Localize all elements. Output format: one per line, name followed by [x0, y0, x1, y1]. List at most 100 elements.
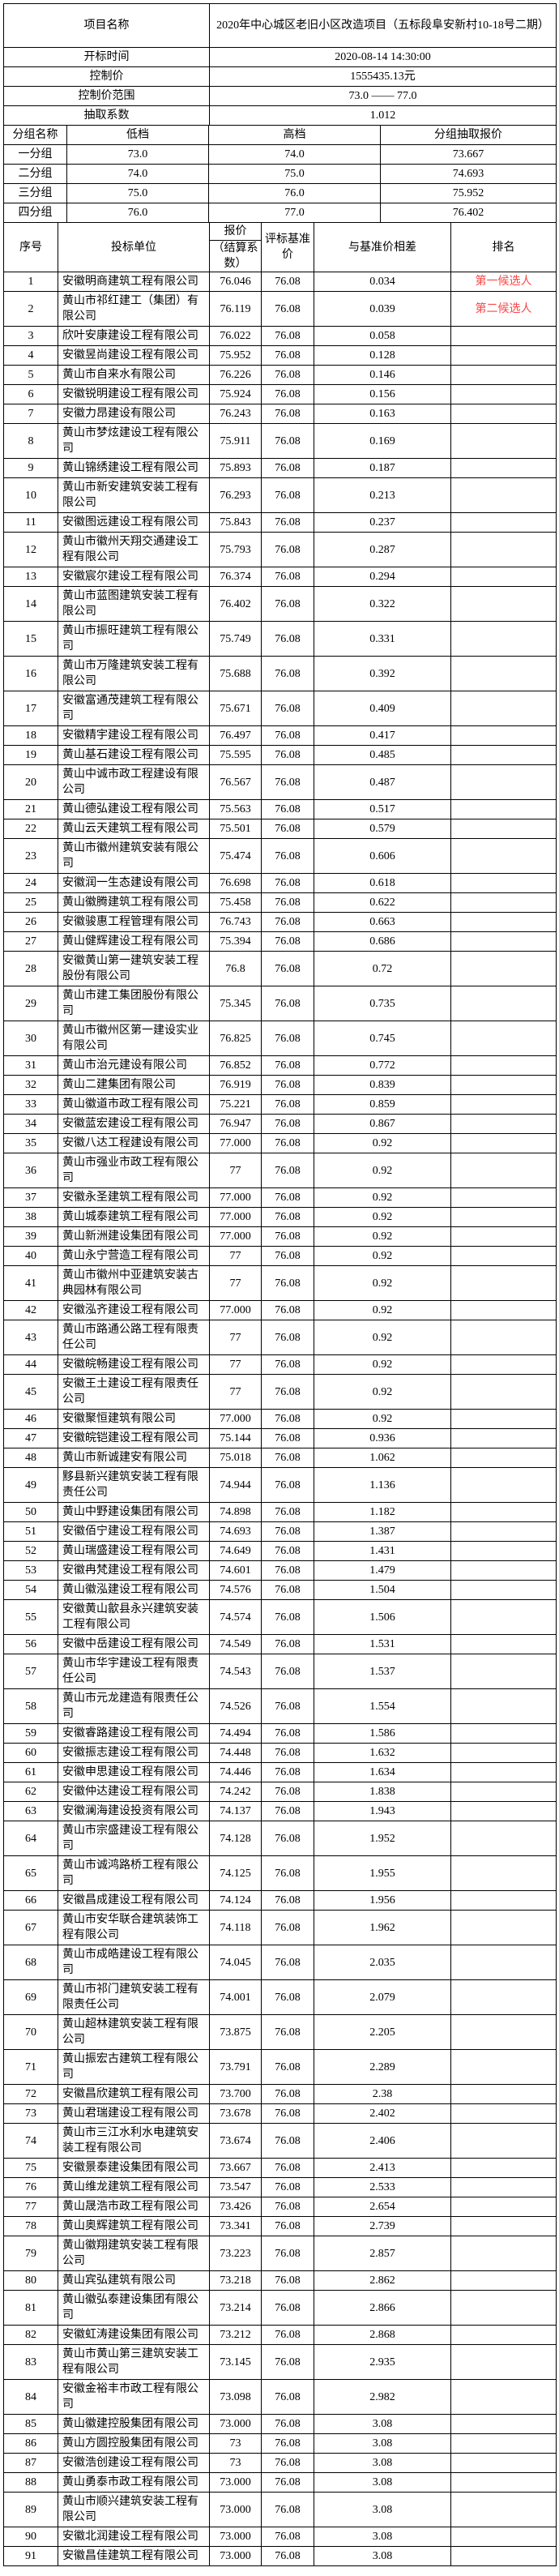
bidder-diff: 2.289 [314, 2049, 451, 2085]
bidder-row: 60 安徽振志建设工程有限公司 74.448 76.08 1.632 [3, 1743, 557, 1763]
bidder-rank [450, 2325, 557, 2345]
bidder-benchmark: 76.08 [261, 873, 314, 893]
bidder-bid: 75.018 [209, 1448, 262, 1468]
bidder-seq: 81 [3, 2290, 58, 2326]
bidder-seq: 65 [3, 1855, 58, 1891]
bidder-rank [450, 764, 557, 800]
bidder-row: 74 黄山市三江水利水电建筑安装工程有限公司 73.674 76.08 2.40… [3, 2123, 557, 2159]
bidder-rank [450, 2177, 557, 2197]
bidder-rank [450, 931, 557, 952]
bidder-seq: 59 [3, 1723, 58, 1744]
bidder-seq: 69 [3, 1979, 58, 2015]
bidder-company: 安徽锐明建设工程有限公司 [58, 384, 210, 404]
bidder-diff: 0.169 [314, 423, 451, 459]
bidder-row: 53 安徽冉梵建设工程有限公司 74.601 76.08 1.479 [3, 1560, 557, 1581]
bidder-row: 19 黄山基石建设工程有限公司 75.595 76.08 0.485 [3, 745, 557, 765]
bidder-bid: 73.218 [209, 2270, 262, 2291]
bidder-row: 83 黄山市黄山第三建筑安装工程有限公司 73.145 76.08 2.935 [3, 2344, 557, 2380]
bidder-diff: 0.294 [314, 567, 451, 587]
bidder-diff: 1.962 [314, 1910, 451, 1945]
bidder-row: 20 黄山中诚市政工程建设有限公司 76.567 76.08 0.487 [3, 764, 557, 800]
bidder-rank [450, 1448, 557, 1468]
bidder-benchmark: 76.08 [261, 2216, 314, 2236]
bidder-company: 安徽北润建设工程有限公司 [58, 2527, 210, 2547]
bidder-company: 安徽明商建筑工程有限公司 [58, 272, 210, 292]
bidder-row: 57 黄山市华宇建设工程有限责任公司 74.543 76.08 1.537 [3, 1654, 557, 1689]
group-row: 三分组 75.0 76.0 75.952 [3, 183, 557, 203]
bidder-diff: 1.955 [314, 1855, 451, 1891]
group-name: 三分组 [3, 183, 67, 203]
bidder-bid: 73.000 [209, 2472, 262, 2493]
header-benchmark: 评标基准价 [261, 222, 314, 272]
bidder-row: 56 安徽中岳建设工程有限公司 74.549 76.08 1.531 [3, 1634, 557, 1654]
group-high: 76.0 [208, 183, 381, 203]
bidder-company: 安徽蓝宏建设工程有限公司 [58, 1114, 210, 1134]
bidder-diff: 1.537 [314, 1654, 451, 1689]
bidder-benchmark: 76.08 [261, 1187, 314, 1208]
bidder-diff: 0.579 [314, 819, 451, 839]
bidder-bid: 76.374 [209, 567, 262, 587]
group-extracted-price: 73.667 [380, 144, 557, 165]
info-row: 控制价范围 73.0 —— 77.0 [3, 86, 557, 106]
bidder-bid: 73 [209, 2453, 262, 2473]
bidder-diff: 3.08 [314, 2527, 451, 2547]
bidder-bid: 74.124 [209, 1890, 262, 1911]
bidder-bid: 74.001 [209, 1979, 262, 2015]
group-header-high: 高档 [208, 125, 381, 145]
info-label: 抽取系数 [3, 105, 210, 126]
info-row: 项目名称 2020年中心城区老旧小区改造项目（五标段阜安新村10-18号二期） [3, 3, 557, 48]
bidder-row: 51 安徽佰宁建设工程有限公司 74.693 76.08 1.387 [3, 1521, 557, 1542]
bidder-bid: 73.791 [209, 2049, 262, 2085]
bidder-company: 安徽景泰建设集团有限公司 [58, 2158, 210, 2178]
bidder-benchmark: 76.08 [261, 819, 314, 839]
bidder-rank [450, 2290, 557, 2326]
bidder-diff: 1.838 [314, 1782, 451, 1802]
bidder-seq: 52 [3, 1541, 58, 1561]
bidder-rank [450, 912, 557, 932]
bidder-company: 黄山市徽州天翔交通建设工程有限公司 [58, 532, 210, 567]
bidder-seq: 45 [3, 1374, 58, 1410]
bidder-row: 4 安徽昱尚建设工程有限公司 75.952 76.08 0.128 [3, 345, 557, 366]
group-name: 二分组 [3, 164, 67, 184]
bidder-bid: 75.144 [209, 1428, 262, 1448]
bidder-diff: 2.982 [314, 2379, 451, 2415]
bidder-benchmark: 76.08 [261, 892, 314, 913]
bidder-row: 86 黄山方圆控股集团有限公司 73 76.08 3.08 [3, 2433, 557, 2454]
bidder-bid: 76.243 [209, 404, 262, 424]
bidder-diff: 0.92 [314, 1300, 451, 1320]
bidder-benchmark: 76.08 [261, 745, 314, 765]
bidder-benchmark: 76.08 [261, 1723, 314, 1744]
bidder-seq: 57 [3, 1654, 58, 1689]
bidder-row: 66 安徽昌成建设工程有限公司 74.124 76.08 1.956 [3, 1890, 557, 1911]
bidder-company: 黄山市新安建筑安装工程有限公司 [58, 477, 210, 513]
bidder-company: 黄山市徽州建筑安装有限公司 [58, 838, 210, 874]
bidder-company: 黄山市祁门建筑安装工程有限责任公司 [58, 1979, 210, 2015]
bidder-company: 安徽金裕丰市政工程有限公司 [58, 2379, 210, 2415]
bidder-benchmark: 76.08 [261, 423, 314, 459]
bidder-benchmark: 76.08 [261, 931, 314, 952]
bidder-diff: 2.402 [314, 2103, 451, 2124]
bidder-diff: 1.387 [314, 1521, 451, 1542]
bidder-bid: 73.426 [209, 2197, 262, 2217]
bidder-benchmark: 76.08 [261, 1782, 314, 1802]
bidder-row: 84 安徽金裕丰市政工程有限公司 73.098 76.08 2.982 [3, 2379, 557, 2415]
bidder-benchmark: 76.08 [261, 477, 314, 513]
info-value: 2020-08-14 14:30:00 [209, 47, 557, 67]
bidder-row: 36 黄山市强业市政工程有限公司 77 76.08 0.92 [3, 1153, 557, 1188]
bidder-benchmark: 76.08 [261, 1560, 314, 1581]
bidder-row: 34 安徽蓝宏建设工程有限公司 76.947 76.08 0.867 [3, 1114, 557, 1134]
bidder-benchmark: 76.08 [261, 1021, 314, 1056]
bidder-rank [450, 1890, 557, 1911]
bidder-rank [450, 532, 557, 567]
bidder-benchmark: 76.08 [261, 725, 314, 746]
bidder-seq: 55 [3, 1599, 58, 1635]
bidder-rank [450, 1153, 557, 1188]
bidder-row: 43 黄山市路通公路工程有限责任公司 77 76.08 0.92 [3, 1320, 557, 1355]
bidder-seq: 91 [3, 2546, 58, 2566]
group-header-row: 分组名称 低档 高档 分组抽取报价 [3, 125, 557, 145]
bidder-bid: 75.688 [209, 656, 262, 691]
bidder-company: 安徽黄山歙县永兴建筑安装工程有限公司 [58, 1599, 210, 1635]
bidder-rank [450, 2014, 557, 2050]
bidder-rank [450, 1467, 557, 1503]
bidder-diff: 0.92 [314, 1265, 451, 1301]
